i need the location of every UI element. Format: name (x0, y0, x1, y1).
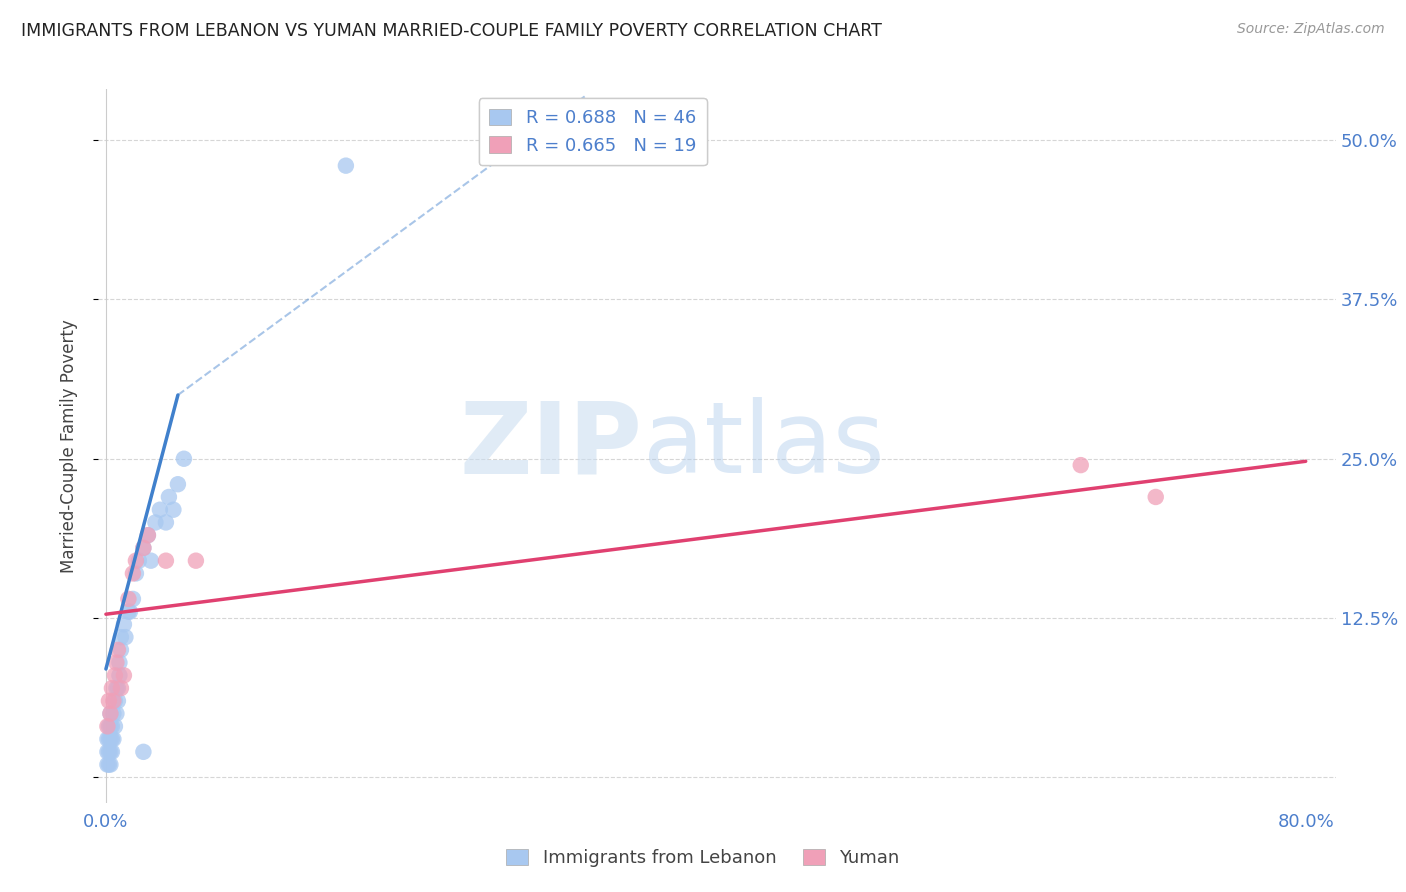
Y-axis label: Married-Couple Family Poverty: Married-Couple Family Poverty (59, 319, 77, 573)
Legend: R = 0.688   N = 46, R = 0.665   N = 19: R = 0.688 N = 46, R = 0.665 N = 19 (478, 98, 707, 165)
Point (117, 591, 139, 606)
Point (103, 732, 125, 747)
Point (97, 745, 120, 759)
Text: atlas: atlas (643, 398, 884, 494)
Point (110, 643, 132, 657)
Point (173, 451, 195, 466)
Point (110, 681, 132, 695)
Point (136, 528, 159, 542)
Text: Source: ZipAtlas.com: Source: ZipAtlas.com (1237, 22, 1385, 37)
Point (145, 516, 167, 530)
Point (101, 745, 124, 759)
Point (114, 630, 136, 644)
Point (108, 656, 131, 670)
Point (97, 719, 120, 733)
Point (105, 706, 128, 721)
Point (132, 541, 155, 555)
Point (335, 159, 357, 173)
Point (128, 554, 150, 568)
Point (100, 732, 122, 747)
Point (105, 656, 128, 670)
Point (1070, 458, 1092, 472)
Point (101, 732, 124, 747)
Point (155, 554, 177, 568)
Point (112, 617, 135, 632)
Point (100, 745, 122, 759)
Point (96, 757, 118, 772)
Point (104, 719, 127, 733)
Point (122, 591, 145, 606)
Point (184, 554, 207, 568)
Point (103, 694, 125, 708)
Point (101, 719, 124, 733)
Point (100, 757, 122, 772)
Text: ZIP: ZIP (460, 398, 643, 494)
Point (96, 732, 118, 747)
Text: IMMIGRANTS FROM LEBANON VS YUMAN MARRIED-COUPLE FAMILY POVERTY CORRELATION CHART: IMMIGRANTS FROM LEBANON VS YUMAN MARRIED… (21, 22, 882, 40)
Point (108, 668, 131, 682)
Point (155, 516, 177, 530)
Point (1144, 490, 1167, 504)
Point (122, 566, 145, 581)
Point (132, 745, 155, 759)
Point (157, 490, 180, 504)
Point (112, 668, 135, 682)
Point (139, 554, 162, 568)
Point (97, 732, 120, 747)
Point (101, 681, 124, 695)
Point (97, 757, 120, 772)
Point (96, 719, 118, 733)
Point (117, 605, 139, 619)
Point (105, 681, 128, 695)
Point (104, 668, 127, 682)
Point (100, 719, 122, 733)
Point (97, 694, 120, 708)
Point (136, 528, 159, 542)
Point (100, 706, 122, 721)
Point (107, 681, 129, 695)
Point (167, 477, 190, 491)
Point (107, 643, 129, 657)
Point (162, 502, 184, 516)
Point (107, 694, 129, 708)
Point (149, 502, 172, 516)
Point (118, 605, 141, 619)
Point (110, 630, 132, 644)
Point (103, 706, 125, 721)
Legend: Immigrants from Lebanon, Yuman: Immigrants from Lebanon, Yuman (499, 841, 907, 874)
Point (96, 745, 118, 759)
Point (100, 706, 122, 721)
Point (125, 554, 148, 568)
Point (104, 694, 127, 708)
Point (125, 566, 148, 581)
Point (132, 541, 155, 555)
